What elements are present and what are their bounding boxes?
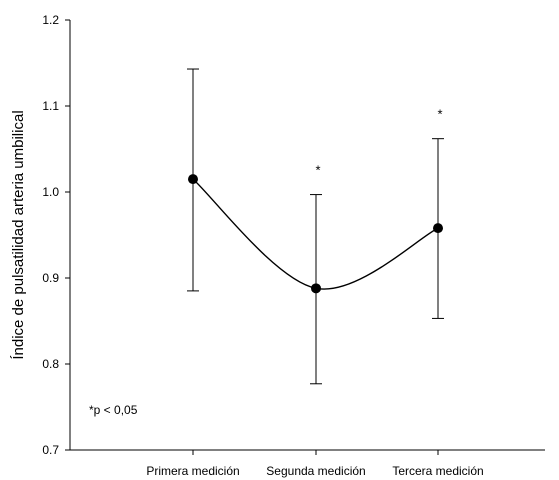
data-point <box>311 283 321 294</box>
y-tick-label: 1.0 <box>42 185 59 199</box>
significance-star: * <box>437 107 442 122</box>
data-point <box>433 223 443 234</box>
y-tick-label: 0.9 <box>42 271 59 285</box>
y-tick-label: 1.1 <box>42 99 59 113</box>
y-tick-label: 0.7 <box>42 443 59 457</box>
x-category-label: Tercera medición <box>392 464 483 478</box>
data-points <box>188 174 443 294</box>
error-bars <box>187 68 444 385</box>
y-tick-label: 1.2 <box>42 13 59 27</box>
y-ticks: 0.7 0.8 0.9 1.0 1.1 1.2 <box>42 13 70 457</box>
significance-star: * <box>315 163 320 178</box>
significance-markers: ** <box>315 107 442 178</box>
x-categories: Primera medición Segunda medición Tercera … <box>146 450 484 478</box>
x-category-label: Segunda medición <box>266 464 365 478</box>
axes <box>69 20 545 451</box>
significance-note: *p < 0,05 <box>89 403 138 417</box>
x-category-label: Primera medición <box>146 464 239 478</box>
data-point <box>188 174 198 185</box>
y-axis-label: Índice de pulsatilidad arteria umbilical <box>10 110 27 359</box>
y-tick-label: 0.8 <box>42 357 59 371</box>
